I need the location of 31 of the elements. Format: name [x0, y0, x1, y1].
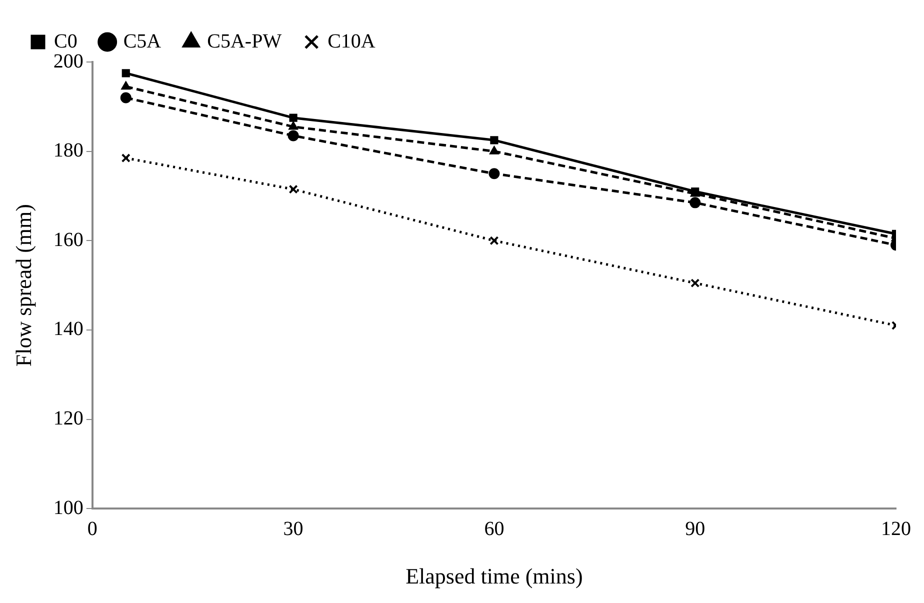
y-tick-label: 160: [53, 228, 84, 251]
x-tick-label: 0: [87, 518, 98, 540]
point: [121, 153, 130, 163]
y-axis-title: Flow spread (mm): [10, 204, 36, 367]
y-tick-label: 120: [53, 408, 84, 430]
point: [690, 278, 700, 288]
point: [120, 92, 132, 104]
point: [121, 81, 131, 90]
y-tick-label: 100: [53, 496, 84, 519]
point: [489, 146, 500, 154]
point: [690, 197, 701, 208]
y-tick-label: 140: [53, 318, 84, 340]
x-tick-label: 30: [283, 518, 304, 540]
point: [288, 130, 299, 142]
point: [288, 184, 298, 194]
legend-label: C5A: [123, 30, 162, 52]
point: [490, 236, 499, 246]
x-tick-label: 60: [484, 518, 504, 540]
y-tick-label: 200: [53, 50, 84, 72]
x-axis-title: Elapsed time (mins): [406, 564, 583, 589]
point: [488, 168, 500, 180]
legend-label: C0: [54, 30, 78, 52]
x-tick-label: 90: [685, 518, 706, 540]
legend-label: C10A: [328, 30, 376, 52]
point: [288, 121, 298, 130]
point: [289, 114, 298, 122]
legend-label: C5A-PW: [207, 30, 282, 52]
x-tick-label: 120: [881, 518, 911, 540]
y-tick-label: 180: [53, 140, 84, 162]
point: [490, 136, 498, 144]
point: [122, 69, 130, 78]
